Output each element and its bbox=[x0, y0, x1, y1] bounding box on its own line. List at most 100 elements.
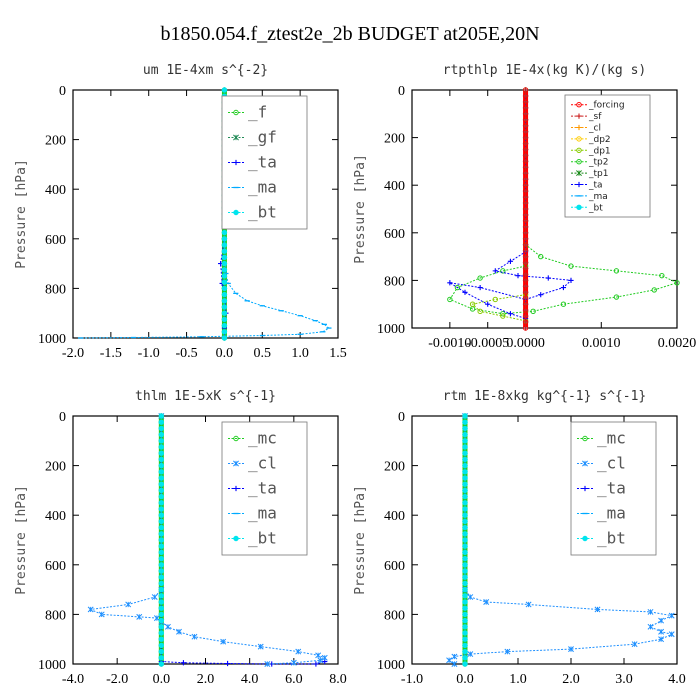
y-tick-label: 400 bbox=[384, 179, 405, 194]
data-point bbox=[462, 444, 468, 450]
data-point bbox=[477, 275, 483, 281]
series-line bbox=[449, 90, 573, 319]
data-point bbox=[658, 628, 665, 635]
data-point bbox=[674, 280, 680, 286]
data-point bbox=[454, 284, 461, 291]
data-point bbox=[221, 304, 228, 310]
data-point bbox=[462, 537, 468, 543]
data-point bbox=[221, 298, 228, 304]
chart-panel-2: rtpthlp 1E-4x(kg K)/(kg s) Pressure [hPa]… bbox=[353, 63, 696, 351]
y-tick-label: 200 bbox=[384, 132, 405, 147]
legend-marker bbox=[576, 124, 582, 131]
data-point bbox=[462, 636, 468, 642]
data-point bbox=[659, 272, 665, 279]
y-tick-label: 400 bbox=[384, 509, 405, 524]
legend-label: _ma bbox=[248, 504, 277, 523]
data-point bbox=[522, 117, 529, 123]
data-point bbox=[522, 135, 529, 141]
data-point bbox=[500, 311, 506, 317]
x-tick-label: 2.0 bbox=[562, 672, 580, 687]
legend-label: _cl bbox=[588, 124, 601, 134]
data-point bbox=[568, 277, 574, 283]
data-point bbox=[462, 630, 468, 636]
data-point bbox=[522, 271, 529, 278]
data-point bbox=[522, 283, 529, 289]
legend-label: _bt bbox=[248, 529, 277, 548]
legend-label: _dp2 bbox=[588, 135, 611, 145]
data-point bbox=[158, 617, 165, 624]
data-point bbox=[462, 611, 468, 618]
chart-panel-1: um 1E-4xm s^{-2} Pressure [hPa] -2.0 -1.5 -1… bbox=[14, 63, 347, 361]
data-point bbox=[522, 295, 529, 301]
data-point bbox=[522, 87, 529, 93]
legend-marker bbox=[233, 209, 239, 216]
data-point bbox=[158, 574, 165, 580]
data-point bbox=[485, 301, 491, 307]
data-point bbox=[220, 638, 227, 645]
data-point bbox=[522, 93, 529, 99]
data-point bbox=[522, 236, 529, 242]
data-point bbox=[522, 325, 529, 331]
data-point bbox=[221, 335, 228, 341]
data-point bbox=[158, 642, 165, 649]
data-point bbox=[158, 518, 165, 525]
data-point bbox=[158, 655, 165, 661]
y-tick-label: 600 bbox=[45, 233, 66, 248]
panel-title: um 1E-4xm s^{-2} bbox=[143, 63, 268, 78]
data-point bbox=[462, 617, 468, 624]
legend-marker bbox=[233, 435, 239, 442]
legend-marker bbox=[582, 485, 588, 492]
data-point bbox=[221, 267, 228, 273]
y-tick-label: 600 bbox=[384, 559, 405, 574]
y-tick-label: 800 bbox=[384, 608, 405, 623]
data-point bbox=[522, 212, 529, 218]
data-point bbox=[158, 413, 165, 419]
data-point bbox=[221, 273, 228, 279]
legend-marker bbox=[233, 134, 239, 141]
data-point bbox=[522, 182, 529, 188]
data-point bbox=[158, 562, 165, 568]
data-point bbox=[158, 487, 165, 494]
data-point bbox=[467, 651, 474, 658]
data-point bbox=[522, 188, 529, 194]
legend-marker bbox=[576, 113, 582, 119]
series-sf bbox=[522, 87, 529, 331]
data-point bbox=[462, 624, 468, 630]
panel-title: rtm 1E-8xkg kg^{-1} s^{-1} bbox=[443, 389, 647, 404]
x-tick-label: 0.0020 bbox=[658, 336, 697, 351]
data-point bbox=[221, 329, 228, 335]
data-point bbox=[158, 599, 165, 605]
x-tick-label: -0.0005 bbox=[466, 336, 509, 351]
x-tick-label: 0.0 bbox=[153, 672, 171, 687]
data-point bbox=[295, 648, 302, 655]
series-ta bbox=[447, 87, 574, 322]
series-bt bbox=[462, 413, 468, 667]
data-point bbox=[315, 652, 322, 659]
data-point bbox=[180, 660, 187, 666]
data-point bbox=[462, 599, 468, 605]
data-point bbox=[538, 253, 544, 260]
legend-marker bbox=[233, 485, 239, 492]
data-point bbox=[462, 524, 468, 531]
data-point bbox=[158, 481, 165, 487]
data-point bbox=[522, 206, 529, 212]
data-point bbox=[158, 593, 165, 599]
legend-label: _ta bbox=[248, 153, 277, 172]
data-point bbox=[158, 624, 165, 630]
y-axis-label: Pressure [hPa] bbox=[353, 485, 368, 595]
x-tick-label: -2.0 bbox=[62, 346, 84, 361]
y-tick-label: 1000 bbox=[377, 658, 405, 673]
data-point bbox=[158, 475, 165, 481]
data-point bbox=[158, 630, 165, 636]
data-point bbox=[522, 111, 529, 117]
x-tick-label: 1.0 bbox=[509, 672, 527, 687]
data-point bbox=[613, 294, 620, 300]
data-point bbox=[462, 562, 468, 568]
data-point bbox=[87, 606, 94, 613]
chart-panel-3: thlm 1E-5xK s^{-1} Pressure [hPa] -4.0 -2.0… bbox=[14, 389, 347, 687]
legend-label: _forcing bbox=[588, 101, 625, 111]
data-point bbox=[504, 648, 511, 655]
data-point bbox=[522, 152, 529, 159]
data-point bbox=[462, 493, 468, 500]
x-tick-label: -0.5 bbox=[175, 346, 197, 361]
